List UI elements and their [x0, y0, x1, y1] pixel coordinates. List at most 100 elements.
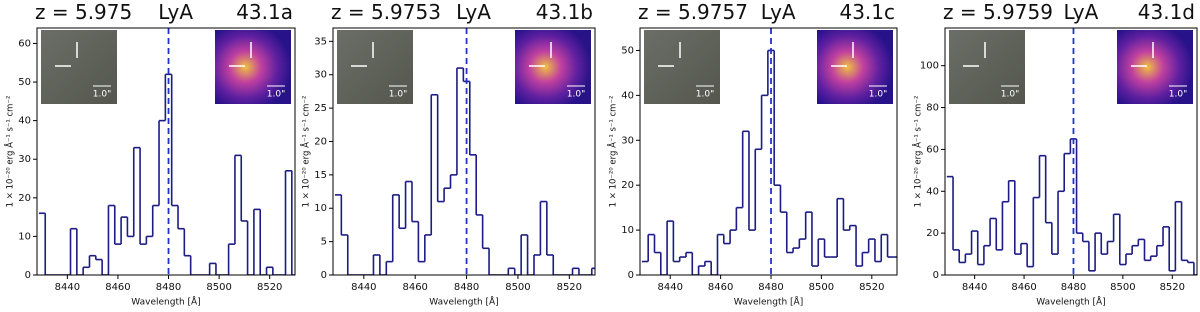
y-tick-label: 10 — [621, 225, 634, 236]
y-tick-label: 60 — [18, 38, 31, 49]
title-part: 43.1c — [839, 0, 895, 24]
title-part: z = 5.9753 — [331, 0, 441, 24]
y-tick-label: 20 — [926, 228, 939, 239]
x-axis-label: Wavelength [Å] — [429, 296, 498, 308]
inset-scale-label: 1.0" — [389, 90, 407, 100]
axes-frame — [639, 27, 898, 276]
inset-image — [1117, 30, 1193, 104]
y-axis-label: 1 × 10⁻²⁰ erg Å⁻¹ s⁻¹ cm⁻² — [300, 96, 312, 208]
inset-scale-label: 1.0" — [869, 90, 887, 100]
x-tick-label: 8440 — [55, 282, 80, 293]
inset-image — [215, 30, 291, 104]
x-tick-label: 8520 — [557, 282, 582, 293]
x-axis-label: Wavelength [Å] — [131, 296, 200, 308]
panel: z = 5.9757 LyA 43.1c 8440 8460 8480 8500 8520 0 1… — [607, 0, 898, 308]
title-part: z = 5.9759 — [943, 0, 1053, 24]
title-part: 43.1b — [536, 0, 593, 24]
x-tick-label: 8500 — [505, 282, 530, 293]
title-part: z = 5.975 — [35, 0, 132, 24]
y-tick-label: 100 — [920, 61, 939, 72]
x-tick-label: 8480 — [1061, 282, 1086, 293]
inset-image — [817, 30, 893, 104]
y-tick-label: 0 — [321, 270, 327, 281]
x-tick-label: 8500 — [1110, 282, 1135, 293]
y-tick-label: 40 — [621, 90, 634, 101]
y-tick-label: 50 — [621, 45, 634, 56]
y-tick-label: 80 — [926, 103, 939, 114]
panel-title: z = 5.9757 LyA 43.1c — [638, 0, 895, 24]
step-connectors — [340, 68, 593, 275]
inset-marker — [658, 42, 681, 67]
y-axis-label: 1 × 10⁻²⁰ erg Å⁻¹ s⁻¹ cm⁻² — [4, 96, 16, 208]
x-tick-label: 8500 — [206, 282, 231, 293]
inset-scale-label: 1.0" — [93, 90, 111, 100]
title-part: LyA — [761, 0, 796, 24]
panel: z = 5.9753 LyA 43.1b 8440 8460 8480 8500 8520 0 5… — [300, 0, 596, 308]
inset-marker — [529, 42, 552, 67]
axes-frame — [944, 27, 1198, 276]
y-axis-label: 1 × 10⁻²⁰ erg Å⁻¹ s⁻¹ cm⁻² — [607, 96, 619, 208]
x-tick-label: 8460 — [402, 282, 427, 293]
panel-title: z = 5.9753 LyA 43.1b — [331, 0, 593, 24]
step-connectors — [44, 74, 293, 275]
y-tick-label: 20 — [621, 180, 634, 191]
inset-marker — [831, 42, 854, 67]
plot-area — [38, 28, 295, 275]
inset-marker — [229, 42, 252, 67]
panel-title: z = 5.9759 LyA 43.1d — [943, 0, 1195, 24]
y-tick-label: 20 — [18, 193, 31, 204]
x-tick-label: 8520 — [859, 282, 884, 293]
y-tick-label: 35 — [314, 36, 327, 47]
y-tick-label: 20 — [314, 136, 327, 147]
x-tick-label: 8440 — [658, 282, 683, 293]
x-tick-label: 8520 — [257, 282, 282, 293]
plot-area — [641, 28, 897, 275]
axes-frame — [332, 27, 596, 276]
x-tick-label: 8520 — [1160, 282, 1185, 293]
y-tick-label: 30 — [18, 154, 31, 165]
panel-title: z = 5.975 LyA 43.1a — [35, 0, 293, 24]
x-axis-label: Wavelength [Å] — [1036, 296, 1105, 308]
y-tick-label: 50 — [18, 77, 31, 88]
title-part: 43.1a — [236, 0, 293, 24]
y-tick-label: 30 — [621, 135, 634, 146]
inset-image — [515, 30, 591, 104]
inset-marker — [351, 42, 374, 67]
y-tick-label: 15 — [314, 170, 327, 181]
y-tick-label: 40 — [926, 186, 939, 197]
x-tick-label: 8500 — [809, 282, 834, 293]
step-connectors — [952, 138, 1195, 275]
inset-image — [41, 30, 117, 104]
inset-scale-label: 1.0" — [696, 90, 714, 100]
x-tick-label: 8480 — [156, 282, 181, 293]
inset-scale-label: 1.0" — [1001, 90, 1019, 100]
y-tick-label: 40 — [18, 116, 31, 127]
axes-frame — [36, 27, 296, 276]
step-connectors — [647, 50, 889, 275]
inset-image — [949, 30, 1025, 104]
x-tick-label: 8440 — [351, 282, 376, 293]
plot-area — [946, 28, 1197, 275]
x-tick-label: 8460 — [105, 282, 130, 293]
y-tick-label: 10 — [18, 231, 31, 242]
x-tick-label: 8460 — [1011, 282, 1036, 293]
inset-image — [337, 30, 413, 104]
y-axis-label: 1 × 10⁻²⁰ erg Å⁻¹ s⁻¹ cm⁻² — [912, 96, 924, 208]
y-tick-label: 5 — [321, 237, 327, 248]
y-tick-label: 30 — [314, 70, 327, 81]
title-part: LyA — [456, 0, 491, 24]
x-tick-label: 8440 — [962, 282, 987, 293]
y-tick-label: 25 — [314, 103, 327, 114]
title-part: 43.1d — [1138, 0, 1195, 24]
inset-marker — [1131, 42, 1154, 67]
panel: z = 5.975 LyA 43.1a 8440 8460 8480 8500 8520 0 10… — [4, 0, 296, 308]
title-part: LyA — [1063, 0, 1098, 24]
y-tick-label: 0 — [628, 270, 634, 281]
y-tick-label: 10 — [314, 203, 327, 214]
inset-image — [644, 30, 720, 104]
x-tick-label: 8460 — [708, 282, 733, 293]
inset-marker — [963, 42, 986, 67]
panel: z = 5.9759 LyA 43.1d 8440 8460 8480 8500 8520 0 2… — [912, 0, 1198, 308]
inset-scale-label: 1.0" — [1169, 90, 1187, 100]
